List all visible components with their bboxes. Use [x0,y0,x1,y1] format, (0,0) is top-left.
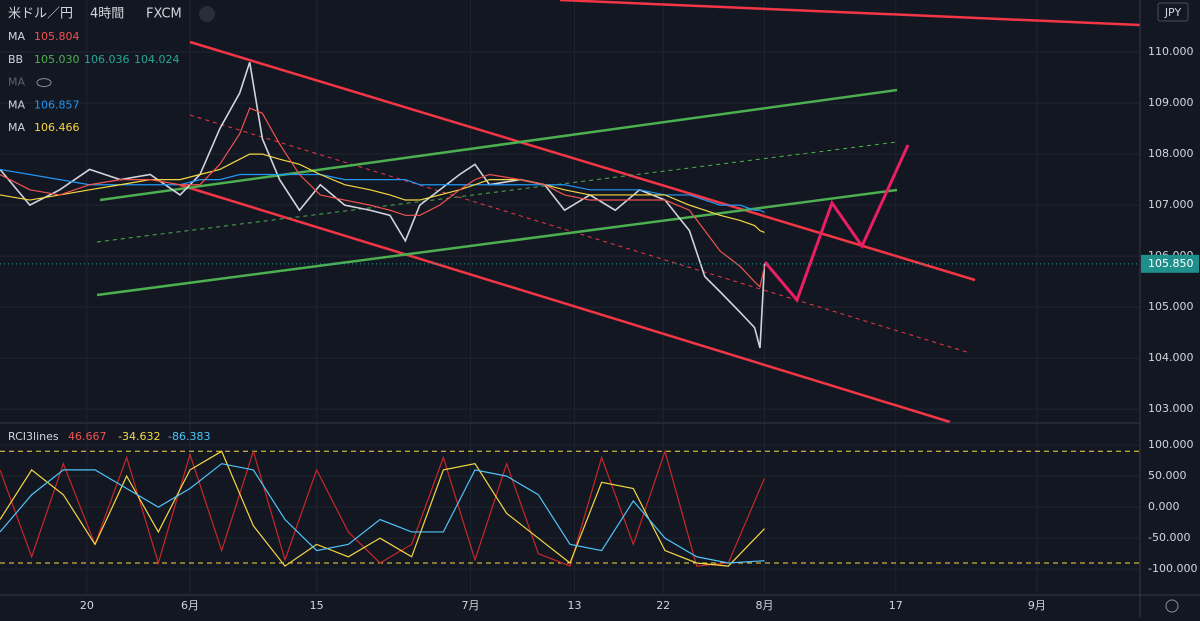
x-tick-label: 22 [656,599,670,612]
series-line [0,449,766,567]
symbol: 米ドル／円 [8,7,73,22]
y-tick-label: 109.000 [1148,96,1194,109]
indicator-value: -86.383 [168,430,210,443]
y-tick-label: 50.000 [1148,469,1187,482]
legend-value: 105.030 [34,53,80,66]
currency: JPY [1164,6,1182,19]
x-tick-label: 15 [310,599,324,612]
settings-icon[interactable] [1165,599,1179,613]
forecast-path [763,144,910,303]
y-tick-label: 103.000 [1148,402,1194,415]
hidden-icon [36,78,52,88]
y-tick-label: 107.000 [1148,198,1194,211]
series-line [0,62,766,349]
series-line [0,168,765,213]
source: FXCM [146,7,182,22]
x-tick-label: 20 [80,599,94,612]
y-tick-label: -100.000 [1148,562,1197,575]
legend-value: 104.024 [134,53,180,66]
y-tick-label: 0.000 [1148,500,1180,513]
x-tick-label: 9月 [1028,599,1046,612]
legend-name: BB [8,53,23,66]
indicator-value: 46.667 [68,430,107,443]
y-tick-label: 110.000 [1148,45,1194,58]
series-line [0,463,765,564]
y-tick-label: -50.000 [1148,531,1190,544]
legend: MA 105.804 BB 105.030 106.036 104.024 MA MA 106.… [8,30,210,443]
x-tick-label: 6月 [181,599,199,612]
series-line [0,107,766,288]
interval: 4時間 [90,7,124,22]
legend-name: MA [8,98,25,111]
trend-line [99,88,898,202]
trend-line [189,40,976,282]
last-value-label: 105.850 [1148,257,1194,270]
legend-value: 105.804 [34,30,80,43]
series-line [0,450,765,567]
trend-line [96,141,898,243]
y-tick-label: 100.000 [1148,438,1194,451]
drawings [96,0,1141,424]
y-tick-label: 105.000 [1148,300,1194,313]
last-value-box [1141,254,1199,273]
x-tick-label: 8月 [756,599,774,612]
trend-line [96,188,898,297]
legend-name: MA [8,30,25,43]
grid [0,0,1140,594]
legend-name: MA [8,121,25,134]
legend-value: 106.036 [84,53,130,66]
currency-box[interactable] [1157,2,1189,22]
trend-line [559,0,1141,27]
collapse-button[interactable] [199,6,215,22]
header: 米ドル／円 4時間 FXCM JPY [8,2,1189,22]
indicator-value: -34.632 [118,430,160,443]
x-tick-label: 7月 [461,599,479,612]
plots [0,62,1140,567]
series-line [0,153,765,233]
indicator-title: RCI3lines [8,430,59,443]
y-tick-label: 104.000 [1148,351,1194,364]
trend-line [179,183,951,424]
y-tick-label: 108.000 [1148,147,1194,160]
x-tick-label: 17 [889,599,903,612]
legend-name: MA [8,76,25,89]
legend-value: 106.857 [34,98,80,111]
x-tick-label: 13 [568,599,582,612]
legend-value: 106.466 [34,121,80,134]
